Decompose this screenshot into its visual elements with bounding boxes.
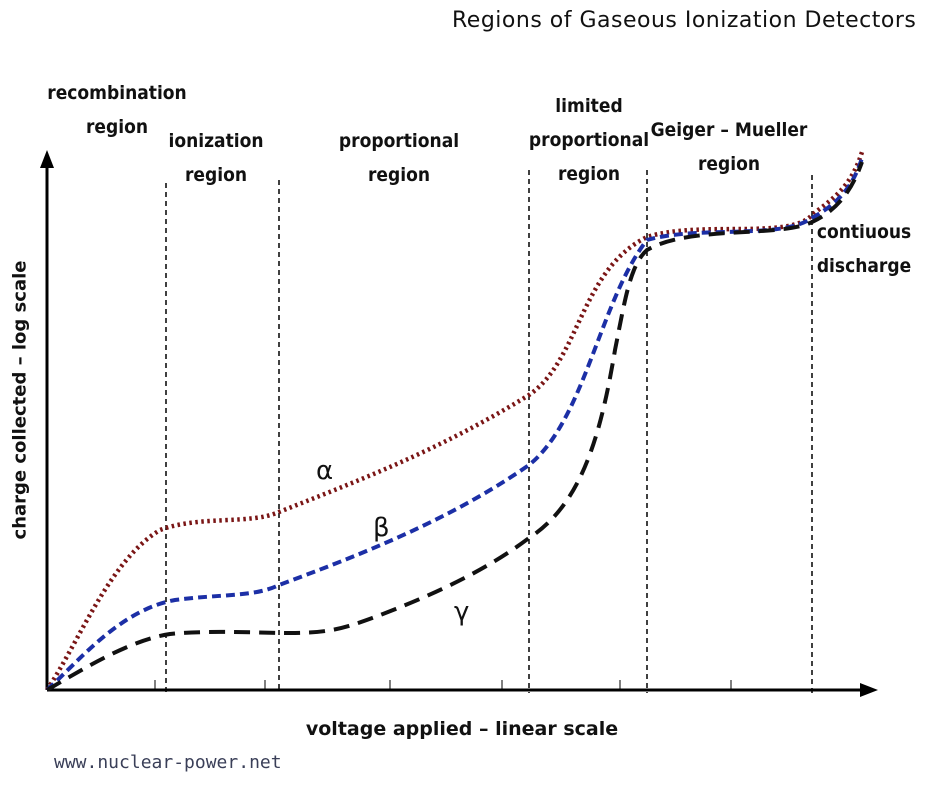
axes	[40, 150, 878, 697]
x-axis-arrowhead	[860, 683, 878, 697]
region-label-ionization: ionization region	[168, 124, 263, 192]
region-label-geiger-mueller: Geiger – Mueller region	[651, 113, 808, 181]
region-label-line: region	[697, 153, 761, 175]
region-label-line: region	[85, 116, 149, 138]
y-axis-label: charge collected – log scale	[9, 260, 31, 540]
credit-url: www.nuclear-power.net	[54, 752, 282, 773]
region-label-line: discharge	[816, 255, 912, 277]
gamma-curve-label: γ	[454, 597, 470, 627]
region-label-proportional: proportional region	[339, 124, 459, 192]
region-label-line: limited	[555, 95, 623, 117]
region-label-line: proportional	[528, 129, 650, 151]
region-label-line: region	[367, 164, 431, 186]
region-label-recombination: recombination region	[47, 76, 186, 144]
region-label-line: region	[184, 164, 248, 186]
beta-curve-label: β	[373, 513, 390, 543]
region-label-line: Geiger – Mueller	[650, 119, 808, 141]
diagram-title: Regions of Gaseous Ionization Detectors	[452, 8, 917, 33]
region-boundaries	[165, 170, 813, 693]
region-label-line: region	[557, 163, 621, 185]
region-label-line: recombination	[47, 82, 187, 104]
alpha-curve-label: α	[316, 456, 334, 486]
y-axis-arrowhead	[40, 150, 54, 168]
alpha-curve	[45, 151, 865, 692]
region-label-continuous-discharge: contiuous discharge	[817, 215, 911, 283]
x-axis-label: voltage applied – linear scale	[305, 718, 619, 740]
region-label-line: contiuous	[816, 221, 912, 243]
region-label-line: proportional	[338, 130, 460, 152]
region-label-limited-proportional: limited proportional region	[529, 89, 649, 191]
region-label-line: ionization	[168, 130, 264, 152]
gamma-curve	[45, 161, 864, 692]
